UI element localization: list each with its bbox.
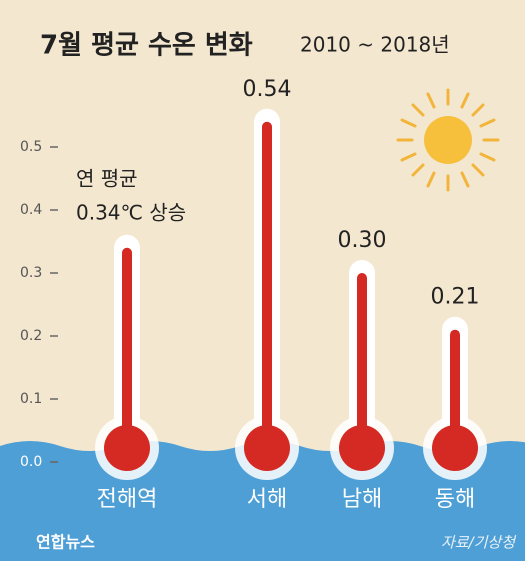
bulb [104,425,150,471]
source: 자료/기상청 [441,534,517,552]
y-tick-label: 0.3 [20,265,42,281]
bar [262,122,272,462]
y-tick-label: 0.0 [20,454,42,470]
y-tick-label: 0.5 [20,139,42,155]
value-label: 0.54 [243,77,292,102]
chart-subtitle: 2010 ~ 2018년 [300,33,450,57]
value-label: 0.21 [431,285,480,310]
annotation: 0.34℃ 상승 [76,201,186,225]
x-tick-label: 서해 [247,487,287,512]
sun [398,90,498,190]
annotation: 연 평균 [76,167,138,191]
bulb [244,425,290,471]
logo: 연합뉴스 [36,533,95,552]
y-tick-label: 0.4 [20,202,42,218]
bulb [339,425,385,471]
x-tick-label: 전해역 [97,487,158,512]
x-tick-label: 동해 [435,487,475,512]
y-tick-label: 0.2 [20,328,42,344]
x-tick-label: 남해 [342,487,382,512]
y-tick-label: 0.1 [20,391,42,407]
chart: 7월 평균 수온 변화 2010 ~ 2018년 연 평균 0.34℃ 상승 연… [0,0,525,561]
value-label: 0.30 [338,228,387,253]
chart-title: 7월 평균 수온 변화 [40,31,253,61]
bulb [432,425,478,471]
